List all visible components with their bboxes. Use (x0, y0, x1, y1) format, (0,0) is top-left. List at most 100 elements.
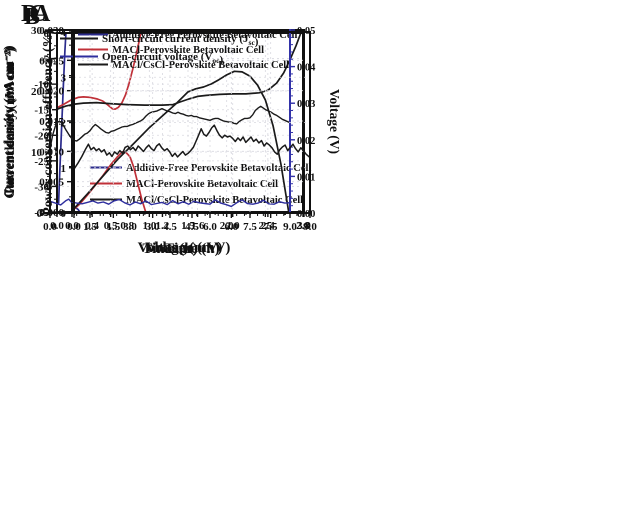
svg-text:2.0: 2.0 (226, 220, 240, 232)
svg-text:0.4: 0.4 (85, 220, 99, 232)
x-axis-label: Voltage (mV) (146, 240, 231, 256)
series-line (57, 33, 142, 111)
legend-label: Additive-Free Perovskite Betavoltaic Cel… (126, 163, 311, 174)
svg-text:0.5: 0.5 (104, 220, 118, 232)
series-line (50, 105, 290, 150)
tick-labels: 0.0 0.4 0.8 1.2 1.6 2.0 2.4 2.8 0 -5 -10 -15 -20 -25 -… (34, 28, 310, 232)
svg-text:3.0: 3.0 (123, 221, 137, 233)
svg-text:2: 2 (61, 118, 67, 130)
svg-text:3.0: 3.0 (146, 221, 160, 233)
panel-label-a: A (33, 1, 51, 27)
panel-label-d: D (21, 1, 39, 27)
series-line (57, 33, 67, 204)
y2-axis-label: Voltage (V) (327, 89, 342, 154)
panel-c-stability-jsc-voc: C 0.0 1.5 3.0 4.5 6.0 7.5 9.0 0 10 20 30 0.00 0.01 0.… (0, 0, 342, 257)
legend-label: Short-circuit current density (Jsc) (102, 33, 259, 48)
y-axis-label: Power conversion efficiency (%) (40, 29, 55, 215)
svg-text:0.00: 0.00 (297, 209, 315, 220)
series-line (74, 124, 310, 170)
svg-text:1.2: 1.2 (156, 220, 170, 232)
legend-label: Additive-Free Perovskite Betavoltaic Cel… (112, 30, 297, 41)
legend-label: MACl/CsCl-Perovskite Betavoltaic Cell (112, 60, 289, 71)
svg-text:6.0: 6.0 (203, 221, 217, 233)
y-axis-label: Current density (nA cm⁻²) (1, 45, 16, 197)
axis-ticks (69, 31, 311, 218)
gridlines (72, 30, 304, 212)
gridlines (74, 32, 310, 213)
svg-text:-15: -15 (34, 105, 49, 117)
svg-text:1.5: 1.5 (83, 221, 97, 233)
panel-d-pce-stability: D 0.0 1.5 3.0 4.5 6.0 7.5 9.0 0 1 2 3 4 Time (h) Powe… (0, 0, 320, 257)
legend: Additive-Free Perovskite Betavoltaic Cel… (78, 30, 297, 71)
svg-text:-35: -35 (34, 207, 49, 219)
svg-text:-5: -5 (40, 54, 50, 66)
x-axis-label: Time (h) (164, 241, 219, 257)
svg-text:0.04: 0.04 (297, 63, 316, 74)
svg-text:1.5: 1.5 (106, 221, 120, 233)
plot-frame (73, 31, 311, 214)
svg-text:1.5: 1.5 (181, 220, 195, 232)
gridlines (57, 33, 303, 212)
svg-text:0.01: 0.01 (297, 172, 315, 183)
svg-text:0: 0 (44, 28, 50, 40)
y-axis-label: Power density (nW cm⁻²) (2, 48, 17, 194)
svg-text:0.8: 0.8 (120, 220, 134, 232)
svg-text:-20: -20 (34, 130, 49, 142)
svg-text:1.6: 1.6 (191, 220, 205, 232)
panel-label-b: B (24, 4, 41, 30)
svg-text:2.0: 2.0 (220, 220, 234, 232)
svg-text:30: 30 (31, 25, 43, 37)
svg-text:3.0: 3.0 (297, 220, 311, 232)
svg-text:4.5: 4.5 (185, 221, 199, 233)
svg-text:0.0: 0.0 (67, 221, 81, 233)
svg-text:20: 20 (31, 86, 43, 98)
legend-label: MACl-Perovskite Betavoltaic Cell (112, 45, 264, 56)
y-axis-label: Current density (nA cm⁻²) (2, 46, 17, 198)
series-line (50, 198, 290, 208)
svg-text:2.4: 2.4 (261, 220, 275, 232)
svg-text:0.02: 0.02 (297, 136, 315, 147)
svg-text:10: 10 (31, 147, 43, 159)
panel-b-power-density: B 0.0 0.5 1.0 1.5 2.0 2.5 3.0 0.000 0.005 0.010 0.… (0, 0, 320, 257)
svg-text:0.03: 0.03 (297, 99, 315, 110)
svg-text:6.0: 6.0 (224, 221, 238, 233)
x-axis-label: Time (h) (142, 241, 197, 257)
svg-text:0.025: 0.025 (39, 55, 64, 67)
svg-text:0.0: 0.0 (43, 221, 57, 233)
legend-label: Open-circuit voltage (Voc) (102, 51, 223, 66)
legend-label: MACl-Perovskite Betavoltaic Cell (126, 179, 278, 190)
x-axis-label: Voltage (mV) (138, 240, 223, 256)
svg-text:4: 4 (61, 27, 67, 39)
svg-text:2.8: 2.8 (296, 220, 310, 232)
series-lines (74, 124, 310, 170)
tick-labels: 0.0 0.5 1.0 1.5 2.0 2.5 3.00.0000.0050.0100.01… (39, 25, 311, 232)
chart-canvas-power: 0.0 0.5 1.0 1.5 2.0 2.5 3.00.0000.0050.0100.01… (2, 25, 311, 256)
svg-text:3: 3 (61, 72, 67, 84)
series-lines (50, 105, 290, 208)
series-line (72, 70, 290, 212)
series-lines (57, 33, 302, 204)
svg-text:0.005: 0.005 (39, 177, 64, 189)
svg-text:0.0: 0.0 (50, 220, 64, 232)
svg-text:7.5: 7.5 (264, 221, 278, 233)
svg-text:0.015: 0.015 (39, 116, 64, 128)
panel-label-c: C (29, 1, 47, 27)
svg-text:0.020: 0.020 (39, 86, 64, 98)
svg-text:9.0: 9.0 (283, 221, 297, 233)
svg-text:0: 0 (61, 208, 67, 220)
svg-text:-30: -30 (34, 181, 49, 193)
series-line (57, 33, 302, 111)
svg-text:0: 0 (37, 208, 43, 220)
chart-canvas-stability: 0.0 1.5 3.0 4.5 6.0 7.5 9.001020300.000.010.02… (1, 25, 342, 257)
svg-text:7.5: 7.5 (243, 221, 257, 233)
svg-text:-25: -25 (34, 156, 49, 168)
svg-text:4.5: 4.5 (163, 221, 177, 233)
svg-text:1: 1 (61, 163, 67, 175)
legend: Short-circuit current density (Jsc) Open-… (60, 33, 259, 66)
svg-text:9.0: 9.0 (303, 221, 317, 233)
svg-text:-10: -10 (34, 79, 49, 91)
svg-text:2.5: 2.5 (258, 220, 272, 232)
